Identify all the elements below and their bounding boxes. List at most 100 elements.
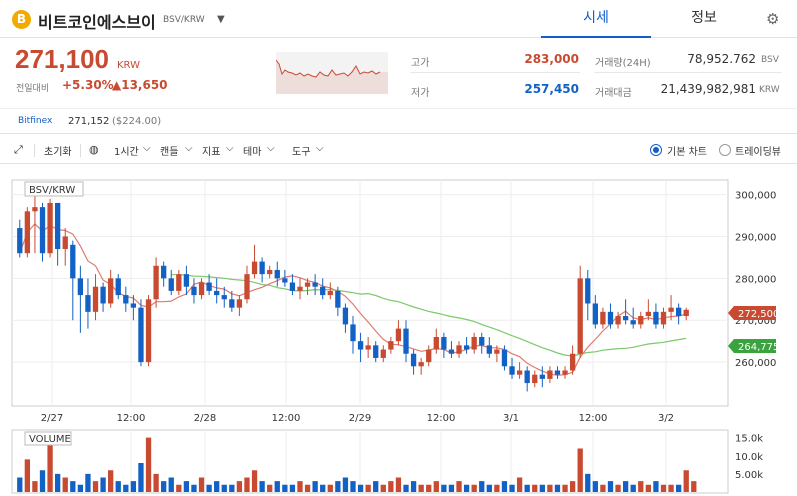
candlestick-chart[interactable]: 300,000 290,000 280,000 270,000 260,000 2/27… bbox=[0, 172, 797, 496]
chevron-down-icon[interactable]: ⌵ bbox=[316, 143, 324, 154]
candle-body bbox=[282, 278, 288, 283]
candle-body bbox=[62, 236, 68, 250]
candle-body bbox=[289, 282, 296, 291]
candle-body bbox=[267, 269, 273, 275]
candle-body bbox=[24, 211, 31, 254]
chevron-down-icon[interactable]: ⌵ bbox=[143, 143, 151, 154]
indicator-dropdown[interactable]: 지표 bbox=[202, 147, 221, 158]
volume-bar bbox=[108, 470, 114, 492]
tradingview-label[interactable]: 트레이딩뷰 bbox=[735, 147, 781, 158]
trade-amount-unit: KRW bbox=[759, 85, 780, 95]
change-amount: ▲13,650 bbox=[112, 78, 168, 92]
candle-body bbox=[17, 228, 23, 254]
theme-dropdown[interactable]: 테마 bbox=[243, 147, 262, 158]
basic-chart-label[interactable]: 기본 차트 bbox=[667, 147, 707, 158]
basic-chart-radio[interactable] bbox=[650, 144, 662, 156]
volume-bar bbox=[55, 473, 61, 492]
coin-pair[interactable]: BSV/KRW bbox=[163, 15, 205, 25]
volume-label: VOLUME bbox=[29, 434, 71, 445]
volume-24h-label: 거래량(24H) bbox=[595, 58, 651, 69]
volume-bar bbox=[524, 484, 530, 492]
volume-bar bbox=[577, 448, 583, 492]
candle-body bbox=[191, 286, 197, 296]
volume-bar bbox=[426, 484, 432, 492]
volume-bar bbox=[145, 437, 152, 492]
tools-dropdown[interactable]: 도구 bbox=[292, 147, 311, 158]
change-percent: +5.30% bbox=[62, 78, 114, 92]
volume-bar bbox=[183, 481, 190, 492]
bitfinex-link[interactable]: Bitfinex bbox=[18, 116, 53, 126]
volume-bar bbox=[206, 484, 212, 492]
candle-body bbox=[259, 261, 265, 275]
volume-bar bbox=[660, 484, 667, 492]
candle-body bbox=[630, 320, 636, 325]
tab-sise[interactable]: 시세 bbox=[541, 0, 651, 38]
volume-bar bbox=[395, 477, 402, 492]
volume-bar bbox=[335, 481, 341, 492]
volume-bar bbox=[259, 481, 265, 492]
high-label: 고가 bbox=[411, 58, 430, 69]
interval-dropdown[interactable]: 1시간 bbox=[114, 147, 139, 158]
volume-bar bbox=[373, 481, 379, 492]
candle-body bbox=[108, 278, 114, 304]
candle-body bbox=[403, 328, 409, 354]
candle-body bbox=[342, 307, 349, 325]
candle-type-dropdown[interactable]: 캔들 bbox=[160, 147, 179, 158]
ma-price-text: 264,775 bbox=[738, 342, 779, 353]
volume-bar bbox=[441, 484, 447, 492]
candle-body bbox=[395, 328, 402, 342]
volume-bar bbox=[448, 484, 455, 492]
volume-bar bbox=[456, 481, 462, 492]
globe-icon[interactable]: ◍ bbox=[89, 143, 99, 156]
candle-body bbox=[176, 274, 182, 291]
candle-body bbox=[501, 349, 508, 367]
tradingview-radio[interactable] bbox=[719, 144, 731, 156]
volume-label-box bbox=[24, 431, 72, 446]
volume-bar bbox=[62, 477, 68, 492]
candle-body bbox=[638, 316, 644, 325]
volume-bar bbox=[153, 473, 159, 492]
volume-bar bbox=[39, 470, 46, 492]
x-axis: 2/27 12:00 2/28 12:00 2/29 12:00 3/1 12:00 3/2 bbox=[41, 413, 674, 424]
volume-bar bbox=[418, 484, 424, 492]
candle-body bbox=[615, 316, 621, 325]
volume-bar bbox=[403, 484, 409, 492]
candle-body bbox=[562, 370, 568, 375]
low-value: 257,450 bbox=[524, 82, 579, 96]
volume-bar bbox=[479, 481, 485, 492]
volume-bar bbox=[350, 481, 356, 492]
ma-long-line bbox=[171, 274, 687, 357]
expand-icon[interactable]: ⤢ bbox=[14, 143, 23, 156]
ma-price-tag: 264,775 bbox=[728, 339, 779, 353]
candle-body bbox=[130, 303, 137, 308]
tab-info[interactable]: 정보 bbox=[691, 10, 717, 26]
candle-body bbox=[653, 311, 659, 325]
candle-body bbox=[161, 265, 167, 279]
candle-body bbox=[585, 278, 591, 304]
volume-bar bbox=[683, 470, 689, 492]
volume-24h-value: 78,952.762 bbox=[687, 52, 756, 66]
y-tick-label: 290,000 bbox=[735, 232, 776, 243]
x-tick-label: 2/29 bbox=[349, 413, 371, 424]
coin-name[interactable]: 비트코인에스브이 bbox=[38, 13, 156, 32]
reset-button[interactable]: 초기화 bbox=[44, 147, 72, 158]
candle-body bbox=[100, 286, 106, 304]
volume-bar bbox=[168, 477, 174, 492]
volume-bar bbox=[509, 484, 515, 492]
x-tick-label: 12:00 bbox=[427, 413, 456, 424]
candle-body bbox=[320, 286, 326, 296]
chevron-down-icon[interactable]: ⌵ bbox=[267, 143, 275, 154]
chevron-down-icon[interactable]: ⌵ bbox=[226, 143, 234, 154]
volume-bar bbox=[267, 484, 273, 492]
chevron-down-icon[interactable]: ▼ bbox=[217, 14, 225, 25]
volume-bar bbox=[32, 481, 38, 492]
candle-body bbox=[622, 316, 629, 321]
gear-icon[interactable]: ⚙ bbox=[766, 10, 780, 28]
volume-bar bbox=[622, 481, 629, 492]
volume-bar bbox=[17, 477, 23, 492]
volume-axis: 15.0k 10.0k 5.00k bbox=[735, 434, 763, 481]
candle-body bbox=[327, 290, 333, 296]
chevron-down-icon[interactable]: ⌵ bbox=[185, 143, 193, 154]
candle-body bbox=[448, 349, 455, 354]
trade-amount-label: 거래대금 bbox=[595, 88, 632, 99]
